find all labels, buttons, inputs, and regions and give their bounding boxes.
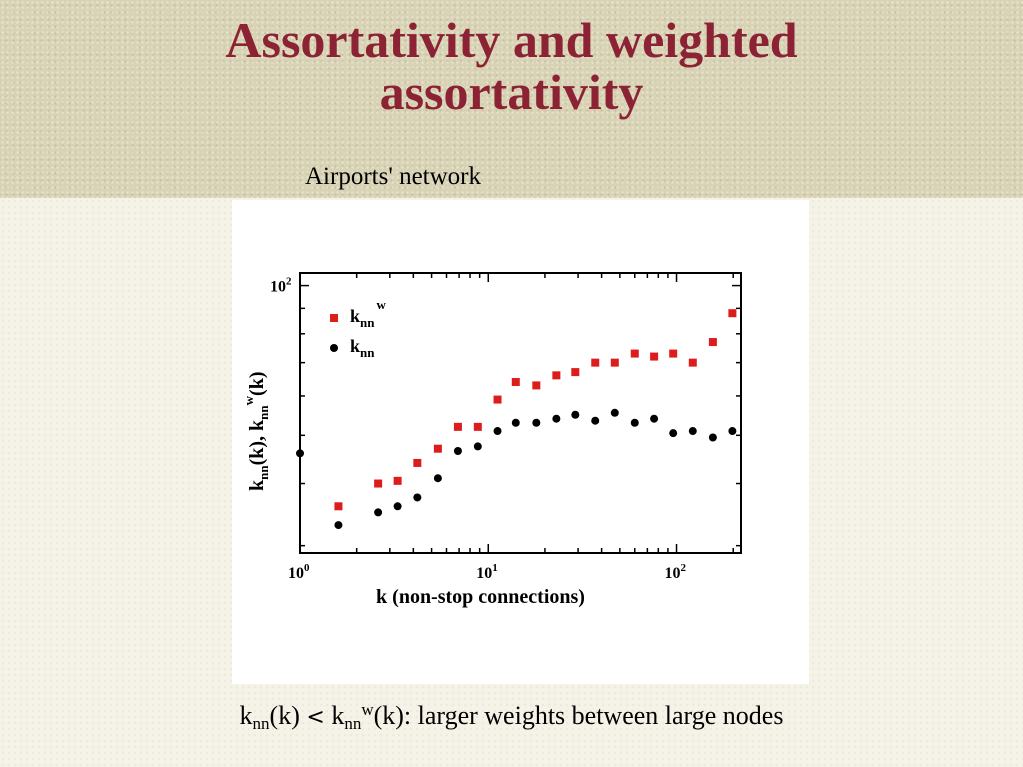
y-axis-label: knn(k), knnw(k) xyxy=(241,372,271,491)
data-point-unweighted xyxy=(334,521,342,529)
x-tick-label: 101 xyxy=(476,562,498,582)
x-tick-label-base: 10 xyxy=(665,565,681,582)
data-point-weighted xyxy=(512,378,520,386)
chart-caption: Airports' network xyxy=(305,163,481,191)
legend-marker-unweighted xyxy=(330,344,338,352)
data-point-weighted xyxy=(474,423,482,431)
data-point-weighted xyxy=(571,368,579,376)
legend-label: knnw xyxy=(350,297,386,330)
x-tick-label-base: 10 xyxy=(476,565,492,582)
slide-title-line-2: assortativity xyxy=(0,66,1023,118)
data-point-unweighted xyxy=(709,433,717,441)
data-point-weighted xyxy=(611,359,619,367)
data-point-unweighted xyxy=(454,447,462,455)
data-point-weighted xyxy=(650,353,658,361)
data-point-weighted xyxy=(689,359,697,367)
footnote-k1: k xyxy=(240,701,253,730)
data-point-unweighted xyxy=(591,417,599,425)
data-point-unweighted xyxy=(552,415,560,423)
footnote-sub1: nn xyxy=(253,714,270,733)
x-tick-label-base: 10 xyxy=(288,565,304,582)
plot-panel: 100 101 102 102 k (non-stop connections) knn(… xyxy=(232,200,809,684)
data-point-weighted xyxy=(413,459,421,467)
data-point-unweighted xyxy=(374,508,382,516)
footnote-sup2: w xyxy=(361,700,373,719)
data-point-weighted xyxy=(374,480,382,488)
data-point-unweighted xyxy=(669,429,677,437)
footnote-rest: (k): larger weights between large nodes xyxy=(374,701,784,730)
footnote-sub2: nn xyxy=(344,714,361,733)
footnote-arg1: (k) xyxy=(270,701,300,730)
data-point-unweighted xyxy=(512,419,520,427)
data-point-weighted xyxy=(394,477,402,485)
footnote-k2: k xyxy=(331,701,344,730)
data-point-unweighted xyxy=(494,427,502,435)
data-point-weighted xyxy=(454,423,462,431)
data-point-unweighted xyxy=(532,419,540,427)
data-point-weighted xyxy=(591,359,599,367)
data-point-unweighted xyxy=(394,502,402,510)
slide-title: Assortativity and weighted assortativity xyxy=(0,14,1023,118)
data-point-weighted xyxy=(669,350,677,358)
data-point-unweighted xyxy=(296,449,304,457)
footnote: knn(k) < knnw(k): larger weights between… xyxy=(0,700,1023,734)
data-point-unweighted xyxy=(631,419,639,427)
data-point-unweighted xyxy=(434,474,442,482)
slide-title-line-1: Assortativity and weighted xyxy=(0,14,1023,66)
x-tick-label: 100 xyxy=(288,562,310,582)
data-point-unweighted xyxy=(728,427,736,435)
y-tick-label-base: 10 xyxy=(270,279,286,296)
data-point-unweighted xyxy=(689,427,697,435)
data-point-weighted xyxy=(709,338,717,346)
y-tick-label: 102 xyxy=(270,276,292,296)
x-tick-label: 102 xyxy=(665,562,687,582)
x-tick-label-exp: 0 xyxy=(304,562,310,574)
data-point-weighted xyxy=(434,445,442,453)
legend-label: knn xyxy=(350,336,375,360)
data-point-weighted xyxy=(728,309,736,317)
data-point-weighted xyxy=(532,381,540,389)
data-point-unweighted xyxy=(650,415,658,423)
data-point-unweighted xyxy=(474,442,482,450)
footnote-less-than: < xyxy=(306,705,324,730)
y-tick-label-exp: 2 xyxy=(286,276,292,288)
data-point-weighted xyxy=(552,371,560,379)
data-point-unweighted xyxy=(571,411,579,419)
x-tick-label-exp: 2 xyxy=(681,562,687,574)
x-tick-label-exp: 1 xyxy=(492,562,498,574)
x-axis-label: k (non-stop connections) xyxy=(376,586,585,608)
data-point-unweighted xyxy=(413,493,421,501)
data-point-unweighted xyxy=(611,409,619,417)
data-point-weighted xyxy=(494,396,502,404)
legend-marker-weighted xyxy=(330,314,338,322)
data-point-weighted xyxy=(631,350,639,358)
data-point-weighted xyxy=(334,502,342,510)
